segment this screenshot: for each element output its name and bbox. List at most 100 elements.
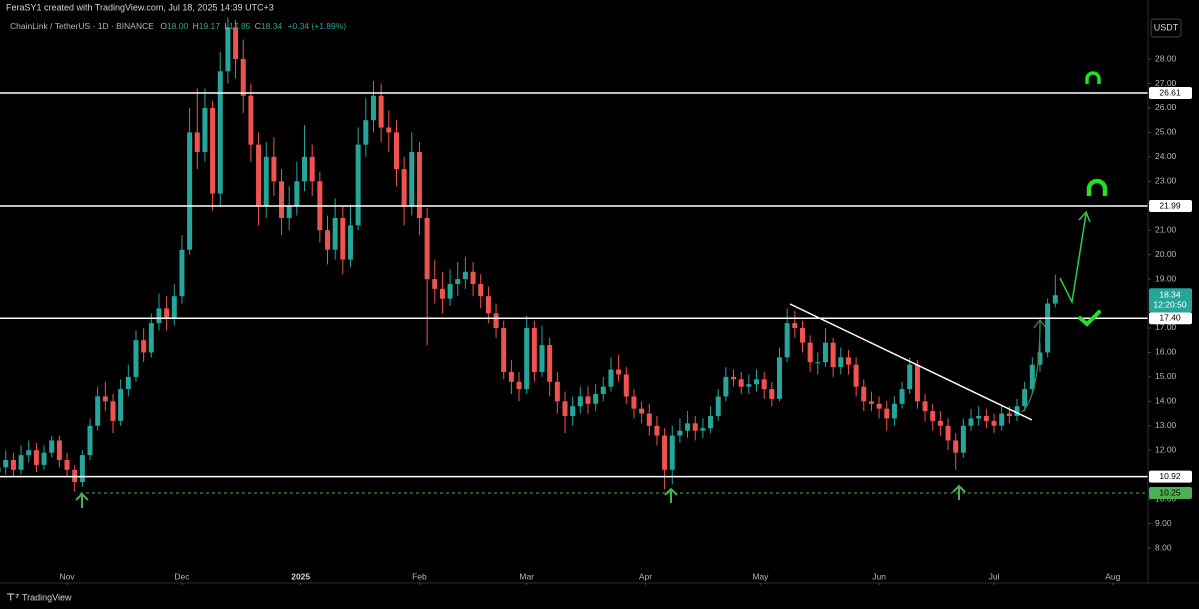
candle-body: [210, 107, 216, 194]
x-tick-label: Nov: [59, 571, 75, 581]
candle-body: [715, 396, 721, 417]
candle-body: [118, 389, 124, 421]
candle-body: [953, 440, 959, 453]
projection-arrow-head: [1078, 210, 1091, 223]
candle-body: [87, 425, 93, 456]
x-tick-label: Jun: [872, 571, 886, 581]
level-label-box: [1149, 200, 1192, 212]
curve-arrow: [1021, 319, 1041, 413]
candle-body: [102, 396, 108, 402]
candle-body: [654, 425, 660, 436]
candle-body: [263, 156, 269, 206]
candle-body: [547, 345, 553, 382]
candle-body: [248, 95, 254, 145]
candle-body: [516, 381, 522, 390]
legend-value: 19.17: [199, 21, 221, 31]
y-tick-label: 15.00: [1155, 371, 1177, 381]
candle-body: [631, 396, 637, 409]
y-tick-label: 28.00: [1155, 53, 1177, 63]
y-tick-label: 14.00: [1155, 396, 1177, 406]
level-label: 10.92: [1159, 471, 1181, 481]
candle-body: [294, 181, 300, 206]
candle-body: [393, 132, 399, 170]
candle-body: [347, 225, 353, 260]
x-tick-label: 2025: [291, 571, 310, 581]
candle-body: [692, 423, 698, 431]
candle-body: [646, 413, 652, 426]
candle-body: [562, 401, 568, 417]
candle-body: [1029, 364, 1035, 390]
candle-body: [792, 323, 798, 328]
candle-body: [769, 389, 775, 399]
candle-body: [593, 394, 599, 404]
candle-body: [340, 217, 346, 260]
candle-body: [677, 430, 683, 436]
candle-body: [983, 416, 989, 421]
candle-body: [125, 376, 131, 390]
candle-body: [853, 364, 859, 387]
x-tick-label: Apr: [639, 571, 652, 581]
candle-body: [187, 132, 193, 250]
candle-body: [194, 132, 200, 152]
candle-body: [861, 386, 867, 402]
candle-body: [807, 342, 813, 363]
candle-body: [539, 345, 545, 372]
candle-body: [26, 450, 32, 456]
candle-body: [608, 369, 614, 387]
legend-key: L: [224, 21, 229, 31]
candle-body: [891, 403, 897, 419]
candle-body: [409, 151, 415, 206]
candle-body: [700, 428, 706, 431]
level-label: 26.61: [1159, 87, 1181, 97]
candle-body: [271, 156, 277, 182]
candle-body: [164, 308, 170, 319]
y-tick-label: 20.00: [1155, 249, 1177, 259]
y-tick-label: 21.00: [1155, 224, 1177, 234]
candle-body: [937, 420, 943, 426]
candle-body: [133, 340, 139, 377]
level-label-box: [1149, 470, 1192, 483]
candle-body: [669, 435, 675, 470]
candle-body: [501, 327, 507, 372]
x-tick-label: May: [752, 571, 769, 581]
candle-body: [907, 364, 913, 390]
candle-body: [731, 376, 737, 380]
legend-key: C: [255, 21, 261, 31]
candles: [0, 17, 1148, 494]
candle-body: [470, 271, 476, 284]
candle-body: [363, 120, 369, 145]
candle-body: [156, 308, 162, 324]
trend-line: [789, 303, 1033, 421]
candle-body: [95, 396, 101, 426]
check-mark: [1078, 310, 1101, 327]
candle-body: [171, 296, 177, 319]
candle-body: [355, 144, 361, 226]
candle-body: [1037, 352, 1043, 365]
candle-body: [524, 327, 530, 390]
legend-value: 18.34: [261, 21, 283, 31]
candle-body: [623, 374, 629, 397]
curve-arrow-head: [1033, 319, 1047, 329]
candle-body: [822, 342, 828, 363]
footer-logo: ⊤⁷: [6, 593, 19, 604]
symbol: ChainLink / TetherUS · 1D · BINANCE: [10, 21, 154, 31]
y-tick-label: 27.00: [1155, 78, 1177, 88]
candle-body: [685, 423, 691, 431]
candle-body: [639, 408, 645, 414]
candle-body: [799, 327, 805, 343]
candle-body: [225, 27, 231, 72]
candle-body: [838, 357, 844, 368]
level-label-box: [1149, 87, 1192, 100]
candle-body: [302, 156, 308, 182]
candle-body: [41, 452, 47, 465]
up-arrow: [664, 487, 678, 503]
candle-body: [18, 455, 24, 470]
candle-body: [148, 323, 154, 353]
candle-body: [876, 403, 882, 409]
candle-body: [386, 127, 392, 133]
candle-body: [286, 205, 292, 218]
x-tick-label: Feb: [412, 571, 427, 581]
x-tick-label: Aug: [1105, 571, 1120, 581]
